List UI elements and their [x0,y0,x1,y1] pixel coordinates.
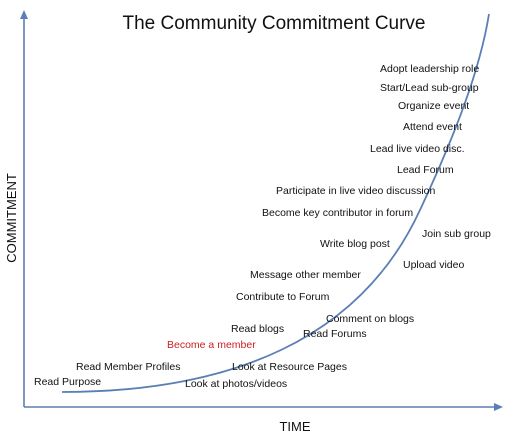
step-label: Lead Forum [397,164,454,176]
step-label: Read Purpose [34,376,101,388]
x-axis-label: TIME [279,419,310,434]
step-label: Adopt leadership role [380,63,479,75]
step-label: Comment on blogs [326,313,414,325]
y-axis-label: COMMITMENT [4,173,19,263]
step-label: Read Member Profiles [76,361,180,373]
step-label: Read Forums [303,328,367,340]
step-label: Look at photos/videos [185,378,287,390]
step-label: Upload video [403,259,464,271]
step-label: Lead live video disc. [370,143,465,155]
step-label: Contribute to Forum [236,291,330,303]
step-labels: Read Purpose Read Member Profiles Look a… [34,63,491,390]
step-label: Message other member [250,269,361,281]
step-label: Read blogs [231,323,284,335]
commitment-curve [61,13,490,393]
step-label: Look at Resource Pages [232,361,347,373]
step-label: Become a member [167,339,256,351]
step-label: Write blog post [320,238,390,250]
step-label: Attend event [403,121,462,133]
step-label: Participate in live video discussion [276,185,435,197]
step-label: Become key contributor in forum [262,207,413,219]
step-label: Organize event [398,100,469,112]
step-label: Join sub group [422,228,491,240]
step-label: Start/Lead sub-group [380,82,479,94]
diagram-title: The Community Commitment Curve [122,13,425,34]
